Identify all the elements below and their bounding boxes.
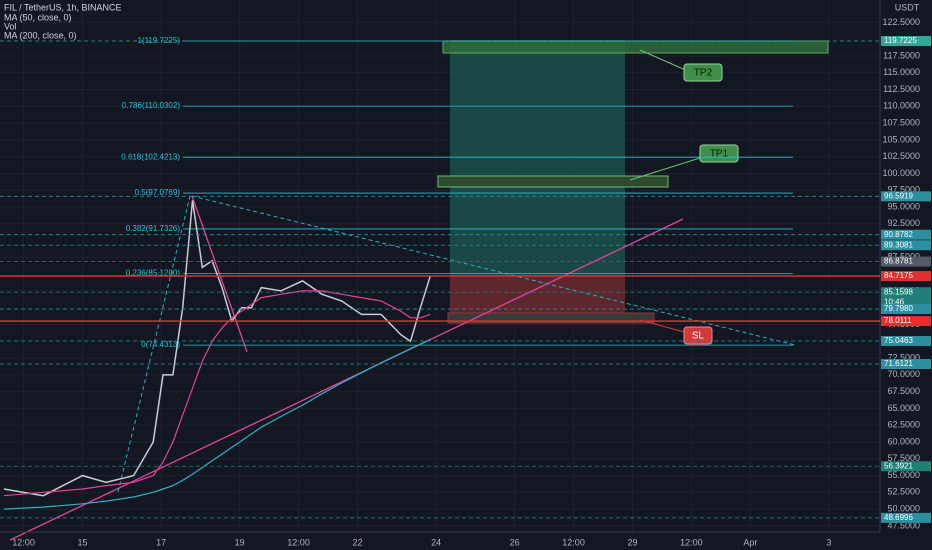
price-tag-label: 78.0111 [884,316,912,325]
currency: USDT [895,2,920,12]
sl-label-box [683,326,713,345]
fib-label: 1(119.7225) [137,36,180,45]
price-tag [881,287,931,308]
indicator: Vol [4,21,17,31]
y-tick-label: 110.0000 [883,101,920,111]
price-tag [881,461,931,472]
price-tag [881,271,931,282]
fib-label: 0.5(97.0769) [135,188,181,197]
pointer [639,319,689,334]
price-tag [881,256,931,267]
tp1-box [437,175,669,188]
y-tick-label: 50.0000 [887,504,920,514]
price-tag-label: 96.5919 [884,191,913,200]
fib-label: 0.236(85.1200) [126,268,181,277]
fib-label: 0(74.4313) [141,340,180,349]
price-tag [881,512,931,523]
price-tag [881,335,931,346]
y-tick-label: 95.0000 [887,201,920,211]
y-tick-label: 62.5000 [887,420,920,430]
y-tick-label: 100.0000 [882,168,920,178]
y-tick-label: 112.5000 [883,84,920,94]
y-tick-label: 57.5000 [887,453,920,463]
x-tick-label: 12:00 [287,537,310,547]
indicator: MA (200, close, 0) [4,30,77,40]
indicator: MA (50, close, 0) [4,12,72,22]
sl-label: SL [692,331,705,342]
y-tick-label: 65.0000 [887,403,920,413]
legend: FIL / TetherUS, 1h, BINANCE MA (50, clos… [4,2,122,40]
sl-box [447,312,655,324]
y-tick-label: 122.5000 [882,17,920,27]
x-tick-label: 29 [627,537,637,547]
price-tag-label: 90.8782 [884,230,913,239]
x-tick-label: Apr [743,537,757,547]
price-tag [881,316,931,327]
x-tick-label: 17 [156,537,166,547]
series-line [3,338,431,510]
x-tick-label: 12:00 [12,537,35,547]
y-tick-label: 47.5000 [887,520,920,530]
x-tick-label: 15 [77,537,87,547]
fib-label: 0.382(91.7326) [126,224,181,233]
price-tag-label: 89.3081 [884,240,913,249]
profit-zone [450,40,625,276]
series-line [3,290,431,497]
price-tag [881,229,931,240]
x-tick-label: 12:00 [680,537,703,547]
trendline [9,218,684,541]
price-tag-time: 10:46 [884,297,905,306]
price-tag [881,36,931,47]
price-tag [881,191,931,202]
x-tick-label: 12:00 [562,537,585,547]
y-tick-label: 117.5000 [883,50,920,60]
pointer [639,49,691,73]
price-tag-label: 86.8781 [884,257,913,266]
price-tag-label: 79.7980 [884,304,913,313]
trendline [191,195,796,346]
price-tag [881,359,931,370]
tp2-label: TP2 [694,68,713,79]
y-tick-label: 67.5000 [887,386,920,396]
trendline [191,195,248,353]
tp1-label-box [699,144,739,163]
y-tick-label: 52.5000 [887,487,920,497]
y-tick-label: 115.0000 [883,67,920,77]
price-tag-label: 56.3921 [884,461,913,470]
y-tick-label: 60.0000 [887,436,920,446]
y-tick-label: 55.0000 [887,470,920,480]
fib-label: 0.618(102.4213) [121,152,180,161]
price-tag-label: 85.1598 [884,287,913,296]
price-tag-label: 71.6121 [884,359,913,368]
x-tick-label: 24 [431,537,441,547]
fib-label: 0.786(110.0302) [122,101,180,110]
pointer [629,157,701,181]
y-tick-label: 102.5000 [882,151,920,161]
y-tick-label: 107.5000 [882,117,920,127]
price-tag-label: 75.0463 [884,336,913,345]
tp1-label: TP1 [710,149,729,160]
x-tick-label: 26 [510,537,520,547]
tp2-box [442,40,829,54]
y-tick-label: 92.5000 [887,218,920,228]
price-tag [881,240,931,251]
y-tick-label: 72.5000 [887,352,920,362]
price-tag [881,304,931,315]
price-tag-label: 84.7175 [884,271,913,280]
x-tick-label: 22 [352,537,362,547]
y-tick-label: 105.0000 [882,134,920,144]
tp2-label-box [683,63,723,82]
x-tick-label: 3 [826,537,831,547]
x-tick-label: 19 [235,537,245,547]
price-tag-label: 119.7225 [884,36,917,45]
price-tag-label: 48.6996 [884,513,913,522]
symbol: FIL / TetherUS, 1h, BINANCE [4,2,122,12]
y-tick-label: 70.0000 [887,369,920,379]
trade-boxes [437,40,829,324]
annotations: TP2 TP1 SL [683,63,739,345]
y-tick-label: 97.5000 [887,185,920,195]
